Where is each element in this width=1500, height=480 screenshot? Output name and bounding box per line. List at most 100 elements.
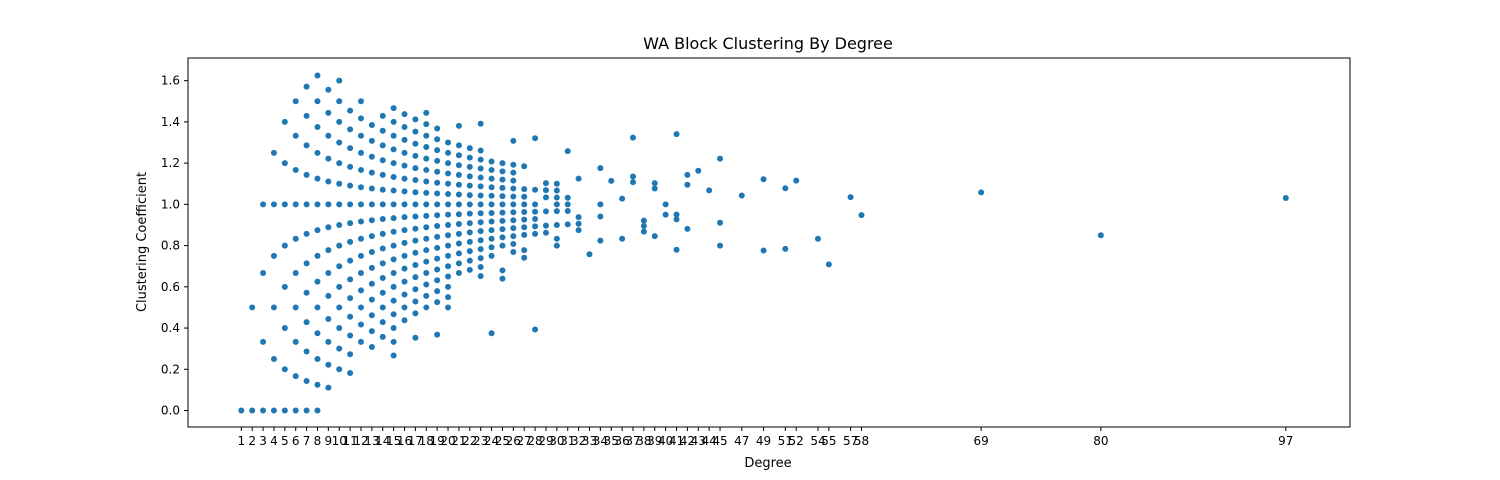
- data-point: [303, 201, 310, 208]
- data-point: [423, 132, 430, 139]
- data-point: [303, 260, 310, 267]
- data-point: [510, 233, 517, 240]
- data-point: [379, 112, 386, 119]
- data-point: [325, 338, 332, 345]
- data-point: [303, 348, 310, 355]
- x-tick-label: 1: [237, 434, 245, 448]
- data-point: [357, 270, 364, 277]
- data-point: [477, 201, 484, 208]
- data-point: [325, 132, 332, 139]
- data-point: [314, 252, 321, 259]
- data-point: [325, 247, 332, 254]
- data-point: [445, 160, 452, 167]
- data-point: [499, 242, 506, 249]
- data-point: [532, 186, 539, 193]
- x-tick-label: 22: [462, 434, 477, 448]
- data-point: [499, 234, 506, 241]
- data-point: [379, 289, 386, 296]
- data-point: [782, 185, 789, 192]
- data-point: [553, 201, 560, 208]
- data-point: [292, 166, 299, 173]
- data-point: [466, 173, 473, 180]
- data-point: [423, 189, 430, 196]
- data-point: [368, 137, 375, 144]
- data-point: [368, 153, 375, 160]
- data-point: [532, 216, 539, 222]
- data-point: [434, 266, 441, 273]
- data-point: [314, 304, 321, 311]
- x-tick-label: 58: [854, 434, 869, 448]
- data-point: [510, 225, 517, 232]
- data-point: [390, 173, 397, 180]
- data-point: [390, 311, 397, 318]
- data-point: [521, 224, 528, 231]
- data-point: [532, 201, 539, 208]
- data-point: [553, 242, 560, 249]
- x-tick-label: 80: [1093, 434, 1108, 448]
- data-point: [434, 288, 441, 295]
- x-tick-label: 11: [342, 434, 357, 448]
- data-point: [597, 201, 604, 208]
- data-point: [608, 177, 615, 184]
- data-point: [423, 201, 430, 208]
- data-point: [412, 237, 419, 244]
- data-point: [390, 283, 397, 290]
- data-point: [521, 201, 528, 208]
- data-point: [292, 201, 299, 208]
- data-point: [303, 230, 310, 237]
- data-point: [270, 304, 277, 311]
- y-tick-label: 0.0: [161, 404, 180, 418]
- data-point: [368, 185, 375, 192]
- data-point: [357, 166, 364, 173]
- x-tick-label: 36: [614, 434, 629, 448]
- data-point: [314, 407, 321, 414]
- data-point: [640, 228, 647, 235]
- y-tick-label: 1.2: [161, 156, 180, 170]
- data-point: [553, 194, 560, 201]
- data-point: [325, 201, 332, 208]
- data-point: [445, 180, 452, 187]
- data-point: [379, 216, 386, 222]
- data-point: [412, 310, 419, 317]
- data-point: [445, 252, 452, 259]
- data-point: [390, 297, 397, 304]
- data-point: [825, 261, 832, 268]
- data-point: [423, 258, 430, 265]
- data-point: [390, 160, 397, 167]
- data-point: [238, 407, 245, 414]
- data-point: [401, 239, 408, 246]
- x-tick-label: 42: [680, 434, 695, 448]
- data-point: [423, 247, 430, 254]
- data-point: [347, 220, 354, 227]
- data-point: [325, 86, 332, 93]
- data-point: [379, 142, 386, 149]
- x-tick-label: 34: [593, 434, 608, 448]
- data-point: [434, 147, 441, 154]
- data-point: [270, 149, 277, 156]
- data-point: [445, 273, 452, 280]
- data-point: [455, 201, 462, 208]
- data-point: [532, 230, 539, 237]
- data-point: [499, 209, 506, 216]
- data-point: [455, 260, 462, 267]
- plot-frame: [187, 57, 1351, 428]
- data-point: [488, 244, 495, 251]
- x-tick-label: 32: [571, 434, 586, 448]
- x-tick-label: 16: [397, 434, 412, 448]
- data-point: [423, 281, 430, 288]
- data-point: [575, 220, 582, 227]
- data-point: [434, 201, 441, 208]
- data-point: [499, 201, 506, 208]
- data-point: [281, 242, 288, 249]
- data-point: [455, 122, 462, 129]
- data-point: [684, 225, 691, 232]
- y-axis-label: Clustering Coefficient: [135, 172, 150, 312]
- data-point: [336, 139, 343, 146]
- data-point: [847, 194, 854, 201]
- x-tick-label: 27: [517, 434, 532, 448]
- y-axis: 0.0 0.2 0.4 0.6 0.8 1.0 1.2 1.4 1.6: [161, 74, 188, 418]
- data-point: [466, 154, 473, 161]
- data-point: [336, 221, 343, 228]
- data-point: [586, 251, 593, 258]
- data-point: [314, 124, 321, 131]
